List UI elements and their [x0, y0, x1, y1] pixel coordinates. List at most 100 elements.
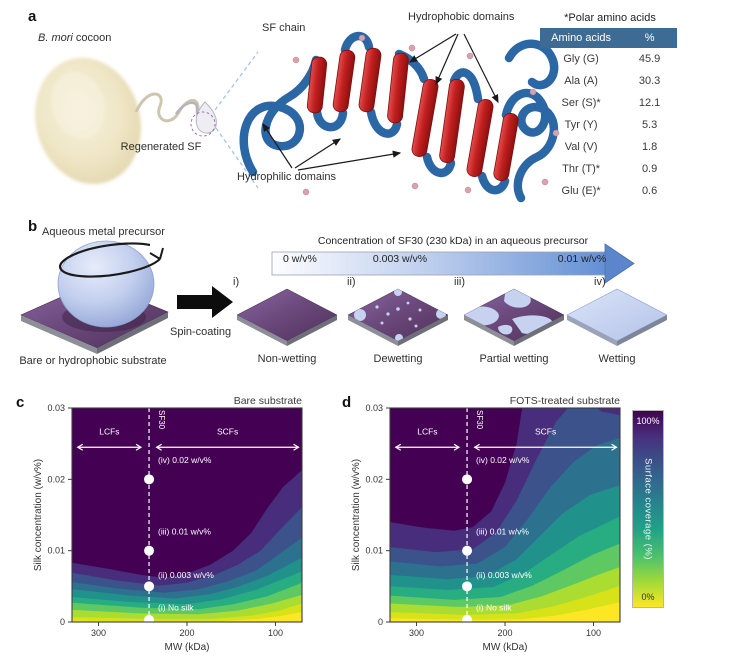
marker-label-3: (i) No silk	[158, 603, 194, 613]
contour-plot-c: LCFs SCFs SF30 (iv) 0.02 w/v% (iii) 0.01 w/v…	[33, 396, 303, 653]
concentration-gradient-arrow	[271, 243, 635, 284]
marker-label-3: (i) No silk	[476, 603, 512, 613]
stage-numeral-iv: iv)	[594, 276, 606, 288]
table-cell: 0.9	[641, 163, 658, 175]
marker-label-2: (ii) 0.003 w/v%	[476, 570, 532, 580]
table-cell: Glu (E)*	[561, 185, 601, 197]
lcfs-range-arrow	[76, 443, 143, 451]
scfs-range-arrow	[155, 443, 300, 451]
surface-coverage-colorbar: 100% Surface coverage (%) 0%	[632, 410, 664, 608]
conc-label-0: 0 w/v%	[283, 253, 317, 265]
cocoon-label-italic: B. mori	[38, 32, 73, 44]
marker-label-1: (iii) 0.01 w/v%	[158, 526, 211, 536]
marker-dot-1	[462, 545, 473, 556]
contour-plot-d: LCFs SCFs SF30 (iv) 0.02 w/v% (iii) 0.01 w/v…	[351, 396, 621, 653]
zoom-cone-line-top	[214, 51, 259, 111]
marker-dot-3	[462, 614, 473, 625]
y-tick-label: 0.03	[47, 403, 65, 413]
sf-chain-tube	[239, 31, 559, 203]
x-axis-label: MW (kDa)	[483, 642, 528, 653]
sf-chain-label: SF chain	[262, 22, 306, 34]
contour-bands	[390, 408, 620, 622]
marker-dot-1	[144, 545, 155, 556]
aa-col-header-1: %	[644, 32, 655, 44]
hydrophobic-cylinders	[306, 47, 519, 182]
x-axis-label: MW (kDa)	[165, 642, 210, 653]
x-tick-label: 100	[268, 628, 283, 638]
marker-dot-2	[462, 581, 473, 592]
table-row: Glu (E)* 0.6	[540, 180, 677, 202]
stage-numeral-ii: ii)	[347, 276, 356, 288]
substrate-label: Bare or hydrophobic substrate	[19, 355, 167, 367]
contour-bands	[72, 408, 302, 622]
conc-label-001: 0.01 w/v%	[557, 253, 607, 265]
marker-label-2: (ii) 0.003 w/v%	[158, 570, 214, 580]
stage-name-nonwetting: Non-wetting	[257, 353, 317, 365]
zoom-cone-line-bottom	[215, 127, 259, 189]
table-cell: Tyr (Y)	[564, 119, 598, 131]
y-tick-label: 0.03	[365, 403, 383, 413]
hydrophilic-domains-label: Hydrophilic domains	[237, 171, 337, 183]
x-tick-label: 200	[179, 628, 194, 638]
marker-dot-3	[144, 614, 155, 625]
marker-dot-2	[144, 581, 155, 592]
colorbar-max-label: 100%	[636, 416, 660, 426]
cocoon-label: B. mori cocoon	[38, 32, 111, 46]
table-cell: Thr (T)*	[562, 163, 601, 175]
marker-dot-0	[144, 474, 155, 485]
polar-residue-dots	[292, 34, 560, 196]
spin-coating-illustration	[20, 240, 668, 354]
table-cell: 12.1	[638, 97, 661, 109]
stage-numeral-iii: iii)	[454, 276, 465, 288]
table-row: Ala (A) 30.3	[540, 70, 677, 92]
table-row: Gly (G) 45.9	[540, 48, 677, 70]
x-tick-label: 100	[586, 628, 601, 638]
marker-label-1: (iii) 0.01 w/v%	[476, 526, 529, 536]
stage-plate-wetting	[566, 288, 668, 346]
contour-chart-bare-substrate: LCFs SCFs SF30 (iv) 0.02 w/v% (iii) 0.01 w/v…	[30, 396, 342, 654]
table-cell: 0.6	[641, 185, 658, 197]
table-cell: Ser (S)*	[561, 97, 601, 109]
chart-title: Bare substrate	[234, 396, 302, 407]
y-tick-label: 0	[60, 617, 65, 627]
stage-numeral-i: i)	[233, 276, 240, 288]
y-tick-label: 0.02	[47, 474, 65, 484]
table-cell: 1.8	[641, 141, 658, 153]
stage-name-wetting: Wetting	[598, 353, 636, 365]
precursor-droplet-dome	[57, 240, 155, 328]
marker-label-0: (iv) 0.02 w/v%	[476, 455, 530, 465]
lcfs-label: LCFs	[417, 426, 437, 436]
chart-title: FOTS-treated substrate	[510, 396, 620, 407]
hydrophobic-domains-label: Hydrophobic domains	[408, 11, 515, 23]
table-row: Ser (S)* 12.1	[540, 92, 677, 114]
amino-acid-table: *Polar amino acids Amino acids% Gly (G) 4…	[540, 12, 680, 202]
sf30-divider-label: SF30	[475, 410, 484, 430]
regenerated-sf-label: Regenerated SF	[120, 141, 202, 153]
table-row: Thr (T)* 0.9	[540, 158, 677, 180]
regenerated-sf-droplet	[190, 101, 217, 137]
sf-chain-illustration	[34, 31, 560, 203]
y-tick-label: 0.02	[365, 474, 383, 484]
marker-dot-0	[462, 474, 473, 485]
marker-label-0: (iv) 0.02 w/v%	[158, 455, 212, 465]
table-row: Val (V) 1.8	[540, 136, 677, 158]
scfs-label: SCFs	[535, 426, 556, 436]
scfs-label: SCFs	[217, 426, 238, 436]
sf30-divider-label: SF30	[157, 410, 166, 430]
hydrophilic-annotation-arrows	[262, 122, 402, 171]
colorbar-title: Surface coverage (%)	[642, 458, 654, 560]
spin-coating-label: Spin-coating	[170, 326, 232, 338]
lcfs-label: LCFs	[99, 426, 119, 436]
scfs-range-arrow	[473, 443, 618, 451]
stage-plate-nonwetting	[236, 288, 338, 346]
cocoon-image	[34, 57, 142, 185]
concentration-arrow-title: Concentration of SF30 (230 kDa) in an aq…	[317, 235, 589, 247]
panel-label-c: c	[16, 394, 25, 411]
stage-name-dewetting: Dewetting	[373, 353, 423, 365]
y-tick-label: 0.01	[365, 546, 383, 556]
aa-col-header-0: Amino acids	[551, 32, 612, 44]
table-cell: 45.9	[638, 53, 661, 65]
hydrophobic-annotation-arrows	[408, 33, 499, 104]
y-tick-label: 0	[378, 617, 383, 627]
